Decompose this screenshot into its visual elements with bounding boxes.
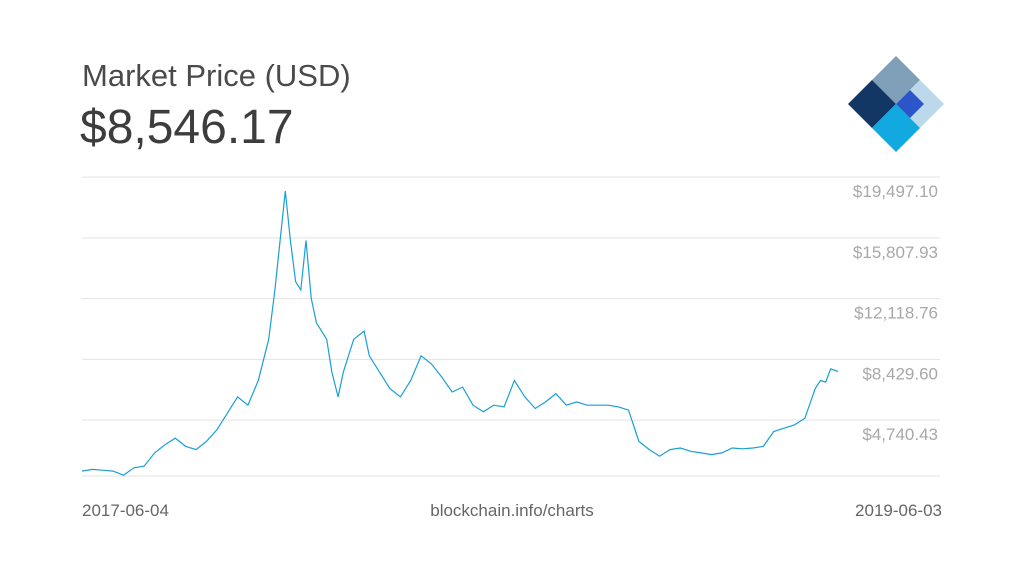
y-tick-label: $12,118.76: [854, 304, 938, 323]
y-tick-label: $4,740.43: [862, 425, 938, 444]
y-tick-label: $8,429.60: [862, 364, 938, 383]
y-tick-label: $15,807.93: [853, 243, 938, 262]
price-series-line: [81, 191, 839, 476]
chart-title: Market Price (USD): [82, 58, 351, 93]
current-price: $8,546.17: [80, 101, 294, 154]
end-date-label: 2019-06-03: [855, 501, 942, 520]
y-tick-label: $19,497.10: [853, 182, 938, 201]
start-date-label: 2017-06-04: [82, 501, 169, 520]
blockchain-logo-icon: [848, 56, 944, 152]
source-label: blockchain.info/charts: [430, 501, 594, 520]
